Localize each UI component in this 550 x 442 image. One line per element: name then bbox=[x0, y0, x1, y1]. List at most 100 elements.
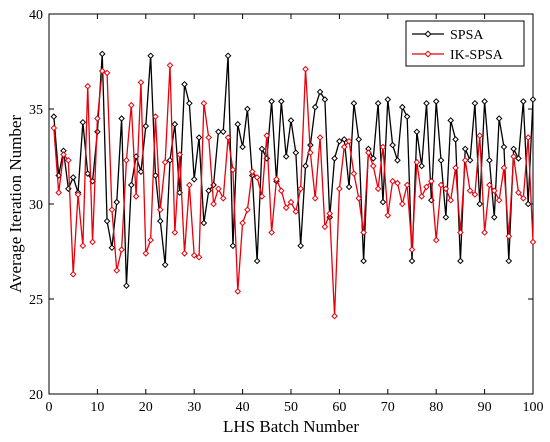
data-point bbox=[384, 96, 392, 103]
data-point bbox=[452, 164, 459, 172]
data-point bbox=[195, 253, 203, 261]
data-point bbox=[505, 257, 513, 265]
data-point bbox=[389, 141, 396, 149]
data-point bbox=[190, 175, 198, 183]
data-point bbox=[113, 198, 121, 206]
x-tick-label: 50 bbox=[284, 400, 298, 415]
data-point bbox=[302, 65, 309, 73]
data-point bbox=[258, 145, 266, 153]
data-point bbox=[282, 204, 290, 212]
data-point bbox=[369, 162, 377, 170]
data-point bbox=[215, 128, 222, 136]
data-point bbox=[437, 181, 445, 189]
data-point bbox=[307, 149, 314, 157]
data-point bbox=[287, 117, 295, 124]
data-point bbox=[69, 174, 77, 181]
legend-label: IK-SPSA bbox=[450, 48, 504, 63]
data-point bbox=[108, 244, 116, 252]
data-point bbox=[355, 194, 363, 202]
x-tick-label: 30 bbox=[187, 400, 201, 415]
data-point bbox=[350, 170, 358, 177]
data-point bbox=[321, 96, 329, 103]
data-point bbox=[278, 98, 285, 105]
data-point bbox=[413, 158, 421, 166]
data-point bbox=[50, 124, 58, 132]
data-point bbox=[399, 200, 406, 208]
x-axis-ticks: 0 10 20 30 40 50 60 70 80 90 100 bbox=[46, 14, 544, 415]
data-point bbox=[423, 99, 430, 107]
data-point bbox=[171, 229, 179, 236]
data-point bbox=[113, 267, 121, 274]
data-point bbox=[442, 185, 450, 193]
data-point bbox=[248, 168, 256, 176]
data-point bbox=[408, 246, 416, 253]
x-tick-label: 70 bbox=[381, 400, 395, 415]
data-point bbox=[147, 52, 154, 60]
data-point bbox=[447, 196, 455, 204]
data-point bbox=[500, 143, 508, 151]
data-point bbox=[268, 229, 275, 236]
data-point bbox=[374, 185, 382, 193]
data-point bbox=[418, 193, 425, 200]
data-point bbox=[423, 183, 430, 191]
data-point bbox=[481, 229, 488, 236]
data-point bbox=[103, 69, 111, 77]
data-point bbox=[311, 194, 319, 202]
y-tick-label: 40 bbox=[29, 8, 43, 23]
data-point bbox=[98, 50, 106, 58]
data-point bbox=[500, 164, 508, 172]
data-point bbox=[69, 270, 77, 278]
data-point bbox=[239, 143, 246, 151]
data-point bbox=[331, 155, 338, 162]
data-point bbox=[166, 156, 174, 164]
data-point bbox=[394, 179, 401, 187]
data-point bbox=[486, 156, 493, 164]
data-point bbox=[142, 250, 150, 257]
data-point bbox=[437, 156, 445, 164]
data-point bbox=[302, 162, 309, 170]
data-point bbox=[428, 177, 435, 185]
y-tick-label: 20 bbox=[29, 388, 43, 403]
x-tick-label: 100 bbox=[523, 400, 544, 415]
data-point bbox=[340, 136, 348, 143]
y-tick-label: 35 bbox=[29, 103, 43, 118]
data-point bbox=[142, 122, 150, 130]
legend-label: SPSA bbox=[450, 28, 484, 43]
legend-marker bbox=[424, 50, 432, 58]
data-point bbox=[123, 156, 130, 164]
y-axis-ticks: 20 25 30 35 40 bbox=[29, 8, 533, 403]
data-point bbox=[132, 193, 140, 200]
data-point bbox=[244, 206, 251, 214]
data-point bbox=[278, 187, 285, 195]
data-point bbox=[166, 61, 174, 69]
data-point bbox=[403, 113, 411, 120]
data-point bbox=[103, 217, 111, 225]
data-point bbox=[471, 99, 479, 107]
data-point bbox=[524, 200, 532, 208]
data-point bbox=[55, 189, 62, 196]
data-point bbox=[118, 246, 125, 253]
data-point bbox=[471, 191, 479, 198]
data-point bbox=[461, 156, 469, 164]
data-point bbox=[215, 185, 222, 193]
data-point bbox=[331, 312, 338, 320]
data-point bbox=[408, 257, 416, 265]
data-point bbox=[336, 137, 343, 145]
data-point bbox=[490, 213, 498, 221]
data-point bbox=[186, 181, 193, 189]
series-line bbox=[53, 65, 534, 317]
data-point bbox=[127, 181, 135, 189]
data-point bbox=[457, 229, 464, 236]
data-point bbox=[297, 185, 304, 193]
x-tick-label: 90 bbox=[478, 400, 492, 415]
data-point bbox=[297, 242, 304, 250]
data-point bbox=[282, 153, 290, 160]
data-point bbox=[147, 236, 154, 244]
data-point bbox=[520, 98, 527, 105]
legend-marker bbox=[424, 30, 432, 38]
data-point bbox=[234, 120, 242, 128]
data-point bbox=[253, 257, 261, 265]
x-tick-label: 60 bbox=[332, 400, 346, 415]
data-point bbox=[369, 155, 377, 162]
